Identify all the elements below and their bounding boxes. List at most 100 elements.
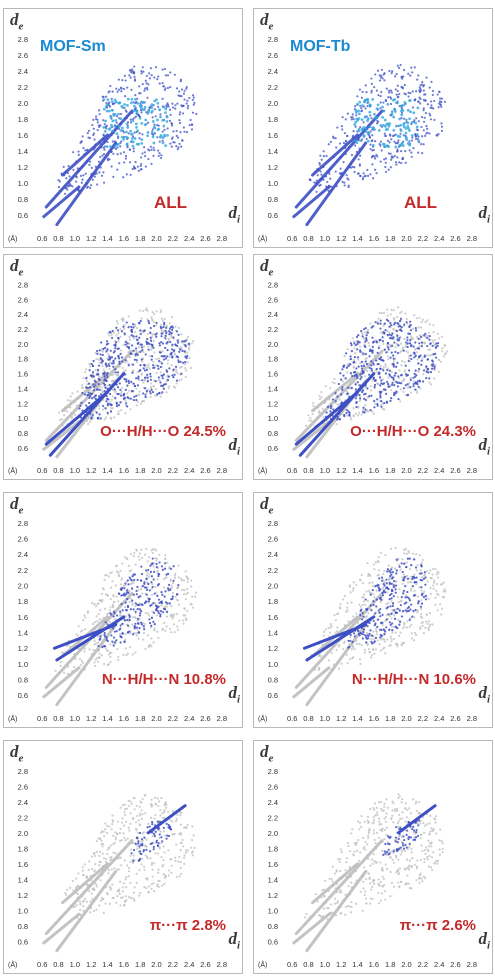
data-point xyxy=(159,323,163,326)
data-point xyxy=(137,637,140,640)
contact-annotation: ALL xyxy=(154,193,188,212)
data-point xyxy=(190,128,194,131)
data-point xyxy=(401,576,404,579)
highlight-point xyxy=(347,386,350,389)
data-point xyxy=(373,652,376,655)
core-point xyxy=(360,118,364,121)
highlight-point xyxy=(138,845,141,848)
data-point xyxy=(381,407,384,411)
data-point xyxy=(154,387,158,391)
data-point xyxy=(170,364,173,367)
data-point xyxy=(98,837,101,840)
highlight-point xyxy=(138,850,142,853)
data-point xyxy=(153,796,157,799)
data-point xyxy=(405,344,408,347)
data-point xyxy=(108,620,112,624)
data-point xyxy=(338,398,341,401)
data-point xyxy=(109,606,112,609)
highlight-point xyxy=(411,577,414,581)
highlight-point xyxy=(146,379,149,383)
data-point xyxy=(157,885,160,889)
data-point xyxy=(166,86,170,90)
data-point xyxy=(125,173,128,176)
data-point xyxy=(82,619,85,622)
data-point xyxy=(119,152,122,155)
highlight-point xyxy=(126,624,130,627)
data-point xyxy=(423,93,426,96)
data-point xyxy=(133,551,136,554)
data-point xyxy=(415,633,418,636)
highlight-point xyxy=(112,615,115,618)
core-point xyxy=(367,131,371,135)
x-tick-label: 2.4 xyxy=(434,234,444,243)
highlight-point xyxy=(165,331,168,334)
highlight-point xyxy=(379,607,382,611)
data-point xyxy=(173,613,176,616)
data-point xyxy=(433,579,436,582)
data-point xyxy=(104,416,108,419)
data-point xyxy=(429,100,433,103)
data-point xyxy=(122,87,125,91)
unit-label: (Å) xyxy=(8,714,17,723)
highlight-point xyxy=(135,398,138,402)
data-point xyxy=(188,96,191,100)
data-point xyxy=(119,856,122,859)
data-point xyxy=(114,147,118,151)
highlight-point xyxy=(375,359,378,362)
data-point xyxy=(405,561,408,564)
highlight-point xyxy=(370,609,373,612)
data-point xyxy=(120,839,123,842)
data-point xyxy=(360,96,363,99)
data-point xyxy=(399,568,402,571)
data-point xyxy=(412,147,415,150)
data-point xyxy=(186,104,190,107)
data-point xyxy=(422,632,426,635)
highlight-point xyxy=(360,632,363,635)
highlight-point xyxy=(121,622,124,625)
highlight-point xyxy=(128,576,131,579)
highlight-point xyxy=(169,567,172,570)
data-point xyxy=(322,155,326,158)
data-point xyxy=(123,161,126,164)
highlight-point xyxy=(380,379,383,382)
highlight-point xyxy=(408,618,411,621)
highlight-point xyxy=(112,636,116,639)
highlight-point xyxy=(113,641,117,644)
data-point xyxy=(105,858,108,861)
highlight-point xyxy=(398,336,401,340)
highlight-point xyxy=(88,386,92,389)
data-point xyxy=(401,360,404,363)
data-point xyxy=(397,124,400,128)
data-point xyxy=(148,72,151,75)
data-point xyxy=(352,615,355,618)
highlight-point xyxy=(146,826,149,829)
highlight-point xyxy=(436,344,439,348)
data-point xyxy=(66,410,69,413)
data-point xyxy=(441,582,444,585)
highlight-point xyxy=(139,608,142,611)
data-point xyxy=(102,133,105,136)
data-point xyxy=(143,151,146,154)
core-point xyxy=(130,136,134,140)
data-point xyxy=(141,66,144,69)
data-point xyxy=(386,591,389,594)
highlight-point xyxy=(382,369,385,372)
highlight-point xyxy=(140,565,143,568)
highlight-point xyxy=(352,371,355,374)
data-point xyxy=(125,899,128,902)
highlight-point xyxy=(171,325,174,328)
data-point xyxy=(413,98,416,102)
highlight-point xyxy=(388,621,391,624)
core-point xyxy=(366,97,369,101)
data-point xyxy=(134,605,137,608)
y-axis-label-main: d xyxy=(260,10,269,29)
data-point xyxy=(409,391,413,394)
highlight-point xyxy=(356,342,359,345)
data-point xyxy=(363,820,366,824)
data-point xyxy=(133,166,136,169)
data-point xyxy=(401,582,404,586)
data-point xyxy=(382,73,386,76)
highlight-point xyxy=(406,383,409,386)
data-point xyxy=(100,386,103,389)
core-point xyxy=(139,104,143,108)
